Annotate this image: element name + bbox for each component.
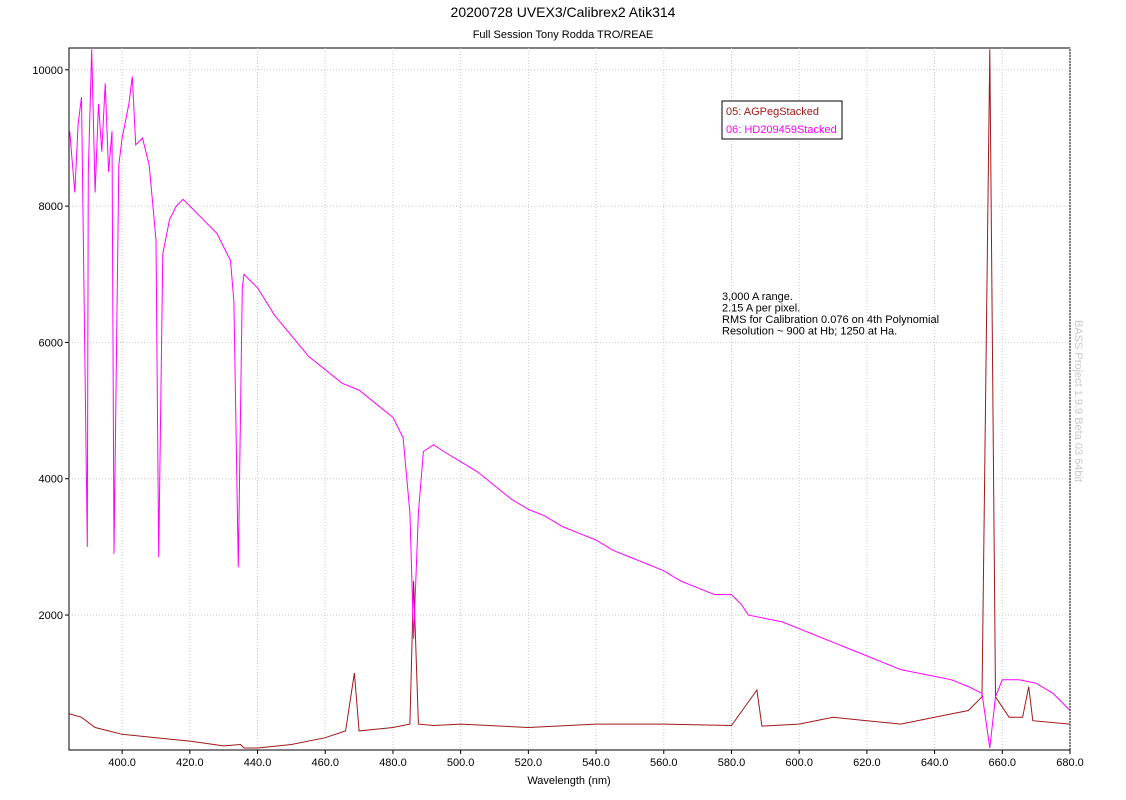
chart-title: 20200728 UVEX3/Calibrex2 Atik314 — [451, 4, 676, 20]
x-tick-label: 520.0 — [515, 757, 543, 769]
legend-box — [721, 100, 843, 140]
x-tick-label: 500.0 — [447, 757, 475, 769]
x-tick-label: 580.0 — [718, 757, 746, 769]
annotation: RMS for Calibration 0.076 on 4th Polynom… — [722, 314, 939, 326]
x-tick-label: 600.0 — [785, 757, 813, 769]
chart-subtitle: Full Session Tony Rodda TRO/REAE — [473, 29, 654, 41]
legend-entry: 05: AGPegStacked — [726, 106, 819, 118]
x-tick-label: 660.0 — [989, 757, 1017, 769]
y-tick-label: 8000 — [39, 201, 63, 213]
x-tick-label: 640.0 — [921, 757, 949, 769]
legend-entry: 06: HD209459Stacked — [726, 124, 837, 136]
x-tick-label: 540.0 — [582, 757, 610, 769]
annotation: Resolution ~ 900 at Hb; 1250 at Ha. — [722, 326, 897, 338]
y-tick-label: 2000 — [39, 610, 63, 622]
plot-area — [68, 47, 1071, 751]
spectrum-line — [69, 49, 1070, 749]
y-tick-label: 6000 — [39, 337, 63, 349]
x-tick-label: 620.0 — [853, 757, 881, 769]
y-tick-label: 4000 — [39, 474, 63, 486]
y-tick-label: 10000 — [32, 65, 63, 77]
x-axis-label: Wavelength (nm) — [527, 775, 610, 787]
annotation: 3,000 A range. — [722, 291, 793, 303]
x-tick-label: 460.0 — [311, 757, 339, 769]
x-tick-label: 400.0 — [108, 757, 136, 769]
x-tick-label: 680.0 — [1056, 757, 1084, 769]
x-tick-label: 420.0 — [176, 757, 204, 769]
x-tick-label: 560.0 — [650, 757, 678, 769]
x-tick-label: 440.0 — [244, 757, 272, 769]
watermark: BASS Project 1.9.9 Beta 03 64bit — [1072, 320, 1084, 482]
spectrum-line — [69, 49, 1070, 749]
plot-lines — [69, 49, 1070, 749]
annotation: 2.15 A per pixel. — [722, 303, 800, 315]
x-tick-label: 480.0 — [379, 757, 407, 769]
